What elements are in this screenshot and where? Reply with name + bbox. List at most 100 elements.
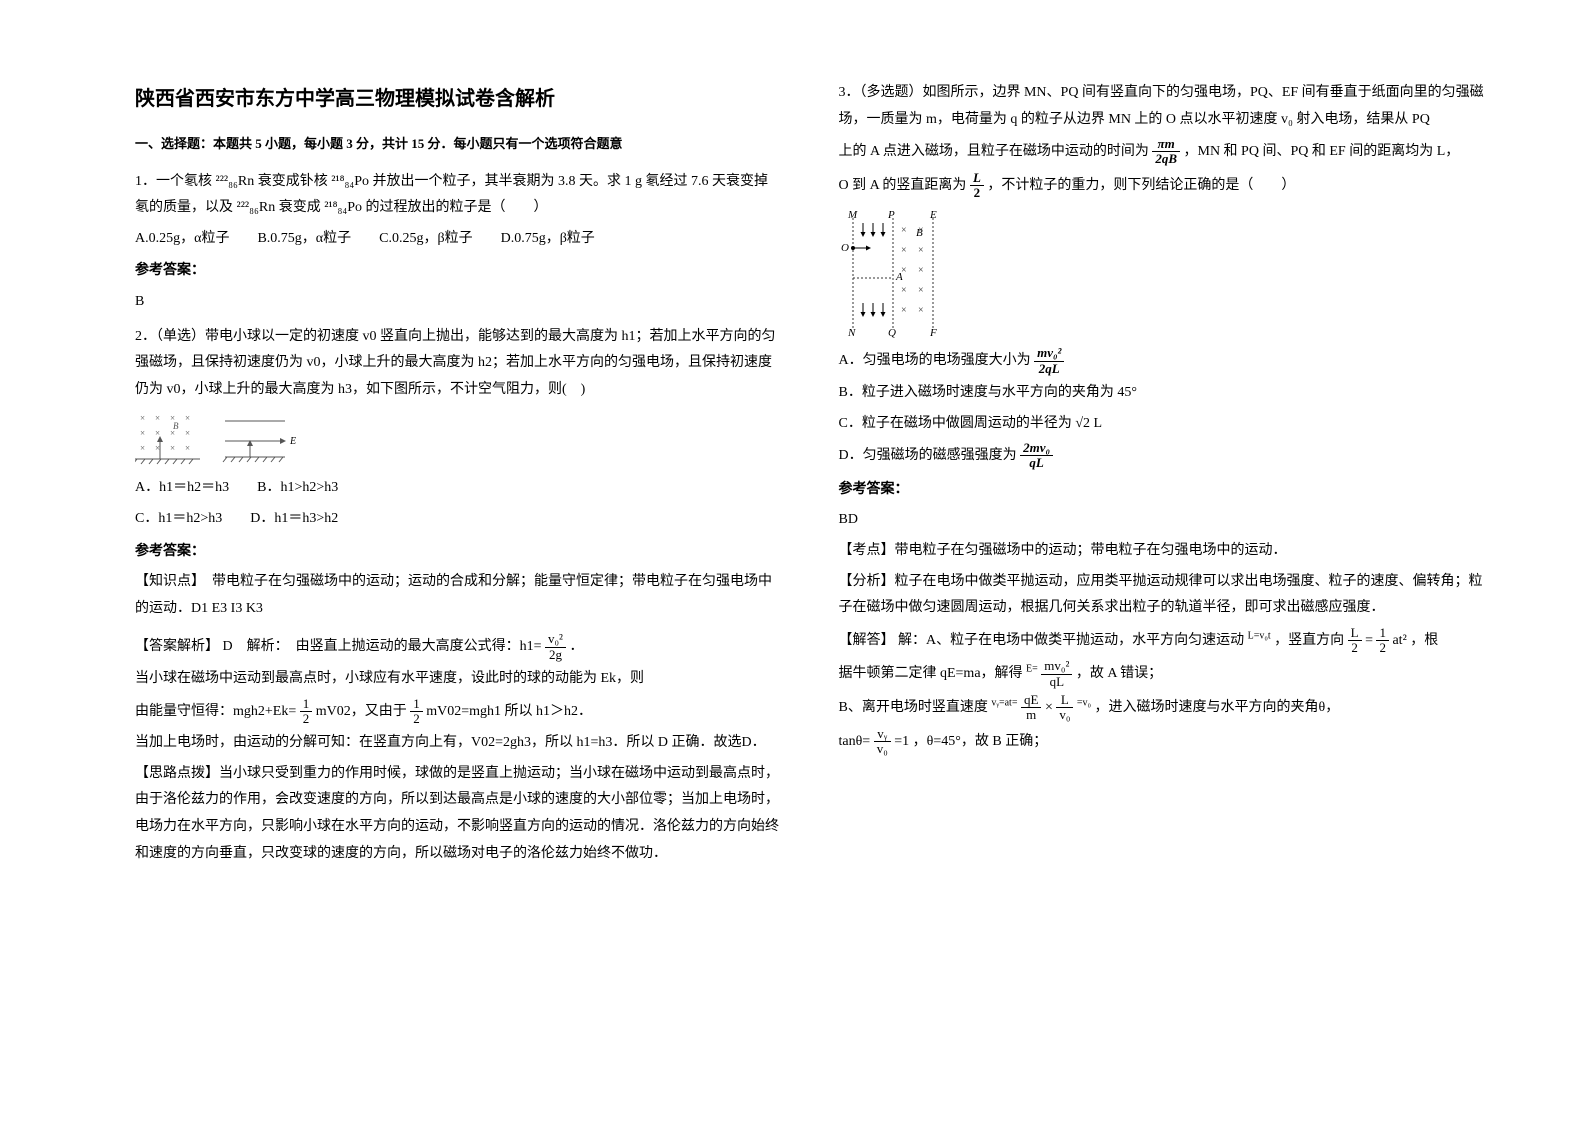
q3-fx: 【分析】粒子在电场中做类平抛运动，应用类平抛运动规律可以求出电场强度、粒子的速度…: [838, 569, 1483, 622]
q1-rn2: ²²²₈₆Rn: [237, 200, 276, 215]
frac-num: πm: [1152, 137, 1180, 152]
q2-parse3c: mV02=mgh1 所以 h1＞h2．: [426, 704, 592, 719]
q3-jd2-frac: mv₀² qL: [1041, 659, 1072, 689]
svg-text:E: E: [929, 209, 937, 221]
q3-kd-text: 带电粒子在匀强磁场中的运动；带电粒子在匀强电场中的运动．: [894, 543, 1286, 558]
q2-stem: 2．（单选）带电小球以一定的初速度 v0 竖直向上抛出，能够达到的最大高度为 h…: [135, 324, 780, 404]
q3-kd-label: 【考点】: [838, 543, 894, 558]
q3-optC: C．粒子在磁场中做圆周运动的半径为 √2 L: [838, 411, 1483, 438]
q3-diagram: MPE NQF OA B ×× ×× ×× ×× ××: [838, 208, 968, 338]
q3-jd4-suf: ，θ=45°，故 B 正确；: [913, 734, 1048, 749]
q3-kd: 【考点】带电粒子在匀强磁场中的运动；带电粒子在匀强电场中的运动．: [838, 538, 1483, 565]
q3-jd3-eq2: =v₀: [1077, 697, 1091, 708]
q3-answer: BD: [838, 507, 1483, 534]
q2-parse3b: mV02，又由于: [316, 704, 407, 719]
q3-jd1-eq1: L=v₀t: [1248, 630, 1271, 641]
q2-hint: 【思路点拨】当小球只受到重力的作用时候，球做的是竖直上抛运动；当小球在磁场中运动…: [135, 761, 780, 867]
frac-num: mv₀²: [1041, 659, 1072, 674]
q2-parse1-end: ．: [569, 639, 583, 654]
q2-answer-label: 参考答案：: [135, 539, 780, 566]
frac-den: 2: [1376, 641, 1389, 655]
svg-text:×: ×: [140, 413, 145, 423]
frac-num: L: [1056, 693, 1073, 708]
frac-den: 2: [300, 712, 313, 726]
frac-den: v₀: [874, 742, 891, 756]
q3-jd1-f1: L 2: [1348, 626, 1362, 656]
q2-parse3a: 由能量守恒得：mgh2+Ek=: [135, 704, 296, 719]
q3-jd3-mul: ×: [1045, 700, 1053, 715]
svg-text:×: ×: [918, 225, 924, 236]
q3-t4: O 到 A 的竖直距离为: [838, 178, 966, 193]
q3-t2: 上的 A 点进入磁场，且粒子在磁场中运动的时间为: [838, 144, 1148, 159]
q1-t2: 衰变成钋核: [258, 174, 328, 189]
frac-num: L: [970, 171, 984, 186]
svg-text:×: ×: [140, 443, 145, 453]
frac-den: 2: [970, 186, 984, 200]
q2-hint-text: 当小球只受到重力的作用时候，球做的是竖直上抛运动；当小球在磁场中运动到最高点时，…: [135, 766, 779, 861]
q2-knowledge: 【知识点】 带电粒子在匀强磁场中的运动；运动的合成和分解；能量守恒定律；带电粒子…: [135, 569, 780, 622]
q1-num: 1．: [135, 174, 156, 189]
svg-text:O: O: [841, 242, 849, 254]
q3-fx-text: 粒子在电场中做类平抛运动，应用类平抛运动规律可以求出电场强度、粒子的速度、偏转角…: [838, 574, 1482, 616]
q3-jd3: B、离开电场时竖直速度 vᵧ=at= qE m × L v₀ =v₀ ，进入磁场…: [838, 693, 1483, 723]
q1-options: A.0.25g，α粒子 B.0.75g，α粒子 C.0.25g，β粒子 D.0.…: [135, 226, 780, 253]
q2-parse1-text: D 解析： 由竖直上抛运动的最大高度公式得：h1=: [223, 639, 542, 654]
frac-den: 2g: [545, 648, 566, 662]
q3-jd4-pre: tanθ=: [838, 734, 870, 749]
q3-optD-pre: D．匀强磁场的磁感强强度为: [838, 448, 1016, 463]
q3-jd3-pre: B、离开电场时竖直速度: [838, 700, 987, 715]
q3-t1: （多选题）如图所示，边界 MN、PQ 间有竖直向下的匀强电场，PQ、EF 间有垂…: [838, 85, 1483, 127]
q2-parse1-frac: v₀² 2g: [545, 632, 566, 662]
frac-den: qL: [1020, 456, 1053, 470]
q3-jd3-f1: qE m: [1021, 693, 1041, 723]
q2-text: （单选）带电小球以一定的初速度 v0 竖直向上抛出，能够达到的最大高度为 h1；…: [135, 329, 776, 397]
q3-jd2-eqL: E=: [1026, 664, 1038, 675]
q3-jd1-f2: 1 2: [1376, 626, 1389, 656]
left-column: 陕西省西安市东方中学高三物理模拟试卷含解析 一、选择题：本题共 5 小题，每小题…: [120, 80, 795, 1082]
q3-jd4-eq: =1: [894, 734, 909, 749]
frac-num: 1: [410, 697, 423, 712]
q3-jd2-pre: 据牛顿第二定律 qE=ma，解得: [838, 666, 1022, 681]
q3-optC-suf: L: [1094, 416, 1103, 431]
q3-jd4: tanθ= vᵧ v₀ =1 ，θ=45°，故 B 正确；: [838, 727, 1483, 757]
q1-po: ²¹⁸₈₄Po: [331, 174, 369, 189]
q3-jd1-suf: at²: [1392, 633, 1406, 648]
svg-text:×: ×: [185, 443, 190, 453]
q2-knowledge-label: 【知识点】: [135, 574, 198, 589]
q3-jd2-suf: ，故 A 错误；: [1076, 666, 1162, 681]
q2-optC: C．h1＝h2>h3 D．h1＝h3>h2: [135, 506, 780, 533]
q3-t5: ，不计粒子的重力，则下列结论正确的是（ ）: [987, 178, 1295, 193]
q2-knowledge-text: 带电粒子在匀强磁场中的运动；运动的合成和分解；能量守恒定律；带电粒子在匀强电场中…: [135, 574, 772, 616]
frac-num: 1: [300, 697, 313, 712]
svg-text:×: ×: [155, 413, 160, 423]
svg-text:×: ×: [918, 245, 924, 256]
frac-den: 2: [1348, 641, 1362, 655]
q2-optA: A．h1＝h2＝h3 B．h1>h2>h3: [135, 475, 780, 502]
q3-jd3-eq: vᵧ=at=: [991, 697, 1017, 708]
q3-optC-sqrt: √2: [1075, 416, 1090, 431]
q3-stem2: 上的 A 点进入磁场，且粒子在磁场中运动的时间为 πm 2qB ，MN 和 PQ…: [838, 137, 1483, 167]
q2-parse2: 当小球在磁场中运动到最高点时，小球应有水平速度，设此时的球的动能为 Ek，则: [135, 666, 780, 693]
q1-rn: ²²²₈₆Rn: [216, 174, 255, 189]
q2-parse3-f1: 1 2: [300, 697, 313, 727]
svg-text:E: E: [289, 436, 296, 447]
q2-parse3-f2: 1 2: [410, 697, 423, 727]
svg-text:×: ×: [185, 413, 190, 423]
q2-hint-label: 【思路点拨】: [135, 766, 219, 781]
svg-text:M: M: [847, 209, 858, 221]
q3-jd4-frac: vᵧ v₀: [874, 727, 891, 757]
q3-jd1-eq: =: [1365, 633, 1373, 648]
q2-parse1: 【答案解析】 D 解析： 由竖直上抛运动的最大高度公式得：h1= v₀² 2g …: [135, 632, 780, 662]
q3-optA-frac: mv₀² 2qL: [1034, 346, 1064, 376]
q3-diagram-svg: MPE NQF OA B ×× ×× ×× ×× ××: [838, 208, 968, 338]
q3-optB: B．粒子进入磁场时速度与水平方向的夹角为 45°: [838, 380, 1483, 407]
frac-den: v₀: [1056, 708, 1073, 722]
svg-text:×: ×: [918, 285, 924, 296]
q3-frac1: πm 2qB: [1152, 137, 1180, 167]
q3-optA-pre: A．匀强电场的电场强度大小为: [838, 353, 1030, 368]
frac-num: qE: [1021, 693, 1041, 708]
svg-text:×: ×: [155, 428, 160, 438]
q2-diagram: ×××× ×××× ×××× B E: [135, 409, 335, 469]
q1-t5: 的过程放出的粒子是（ ）: [366, 200, 548, 215]
svg-text:Q: Q: [888, 327, 896, 338]
